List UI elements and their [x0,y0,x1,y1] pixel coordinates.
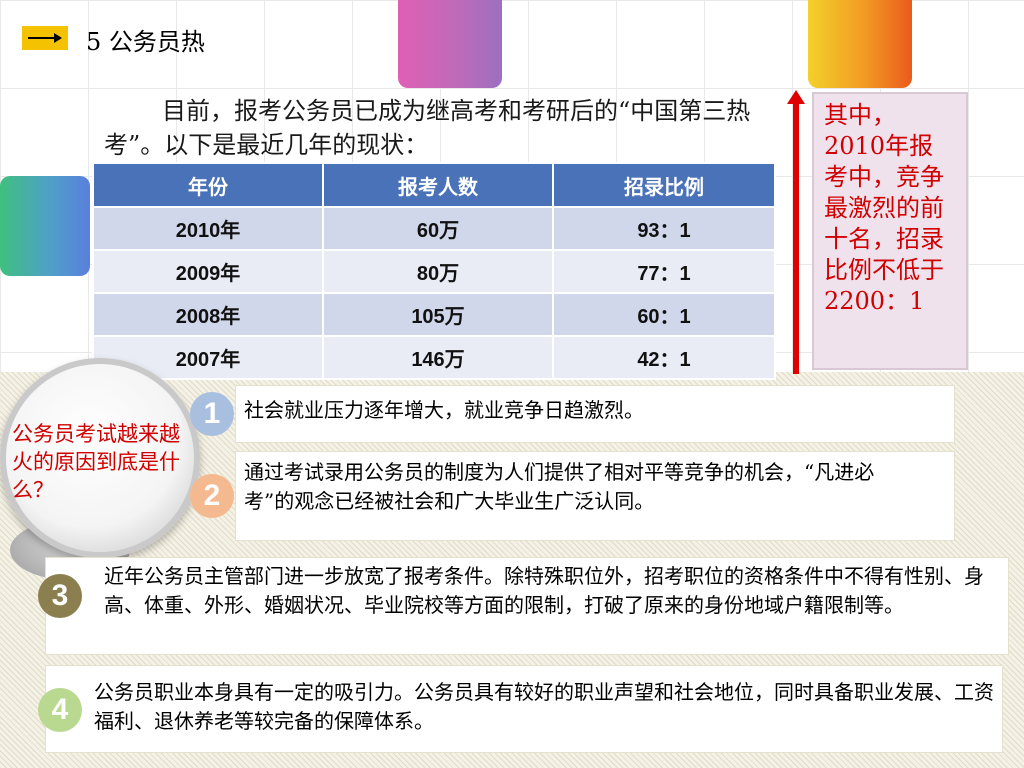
reason-2-text: 通过考试录用公务员的制度为人们提供了相对平等竞争的机会，“凡进必考”的观念已经被… [244,460,875,513]
table-header-row: 年份 报考人数 招录比例 [92,162,776,208]
reason-3-panel [46,558,1008,654]
cell-year: 2010年 [92,206,324,251]
reason-4-panel [46,666,1002,752]
cell-year: 2008年 [92,292,324,337]
decorative-tab-pink [398,0,502,88]
table-row: 2009年 80万 77：1 [92,249,776,294]
reason-3-number: 3 [38,574,82,618]
title-arrow-icon [22,26,68,50]
magnifier-lens [0,358,200,558]
applicants-table: 年份 报考人数 招录比例 2010年 60万 93：1 2009年 80万 77… [92,162,776,380]
decorative-tab-green [0,176,90,276]
cell-year: 2009年 [92,249,324,294]
cell-applicants: 80万 [322,249,554,294]
column-header-ratio: 招录比例 [552,162,776,208]
red-up-arrow-icon [787,90,805,374]
cell-year: 2007年 [92,335,324,380]
callout-box: 其中，2010年报考中，竞争最激烈的前十名，招录比例不低于2200：1 [812,92,968,370]
table-row: 2008年 105万 60：1 [92,292,776,337]
column-header-year: 年份 [92,162,324,208]
reason-1-panel [236,386,954,442]
cell-applicants: 60万 [322,206,554,251]
question-text: 公务员考试越来越火的原因到底是什么？ [12,422,180,502]
reason-3-text: 近年公务员主管部门进一步放宽了报考条件。除特殊职位外，招考职位的资格条件中不得有… [104,564,984,617]
decorative-tab-orange [808,0,912,88]
reason-4-number: 4 [38,688,82,732]
column-header-applicants: 报考人数 [322,162,554,208]
cell-applicants: 146万 [322,335,554,380]
reason-1-text: 社会就业压力逐年增大，就业竞争日趋激烈。 [244,398,644,422]
cell-applicants: 105万 [322,292,554,337]
reason-4-text: 公务员职业本身具有一定的吸引力。公务员具有较好的职业声望和社会地位，同时具备职业… [94,680,994,733]
intro-text: 目前，报考公务员已成为继高考和考研后的“中国第三热考”。以下是最近几年的现状： [104,97,751,159]
intro-paragraph: 目前，报考公务员已成为继高考和考研后的“中国第三热考”。以下是最近几年的现状： [104,94,764,162]
reason-1-number: 1 [190,392,234,436]
cell-ratio: 60：1 [552,292,776,337]
reason-2-panel [236,452,954,540]
table-row: 2010年 60万 93：1 [92,206,776,251]
reason-2-number: 2 [190,474,234,518]
table-row: 2007年 146万 42：1 [92,335,776,380]
page-title: 5 公务员热 [86,28,205,56]
cell-ratio: 93：1 [552,206,776,251]
cell-ratio: 42：1 [552,335,776,380]
cell-ratio: 77：1 [552,249,776,294]
